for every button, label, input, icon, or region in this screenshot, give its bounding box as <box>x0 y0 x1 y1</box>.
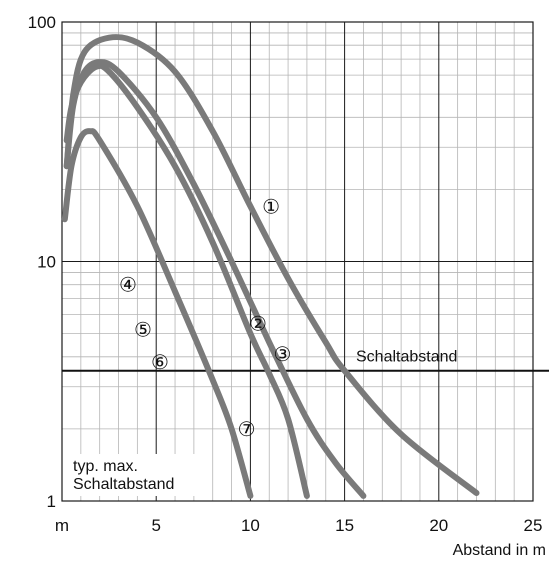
labels: 1 10 100 m 5 10 15 20 25 Abstand in m Schaltabstan… <box>28 13 546 559</box>
series-line-4 <box>61 128 254 499</box>
plot-frame <box>61 21 534 502</box>
x-unit-label: m <box>55 516 69 535</box>
y-tick-label: 100 <box>28 13 56 32</box>
x-tick-label: 20 <box>429 516 448 535</box>
x-axis-title: Abstand in m <box>453 542 546 559</box>
curve-marker-label: ③ <box>273 342 291 366</box>
x-tick-label: 15 <box>335 516 354 535</box>
curve-marker-label: ⑦ <box>238 417 256 441</box>
threshold-label: Schaltabstand <box>356 349 457 366</box>
note-line: Schaltabstand <box>73 476 174 493</box>
series-line-2 <box>63 59 367 499</box>
major-grid <box>61 21 534 502</box>
curve-marker-label: ④ <box>119 273 137 297</box>
note-background <box>66 454 208 496</box>
x-tick-label: 5 <box>151 516 160 535</box>
y-tick-label: 1 <box>47 492 56 511</box>
series-lines <box>61 34 480 499</box>
x-tick-label: 25 <box>524 516 543 535</box>
curve-marker-label: ⑤ <box>134 318 152 342</box>
curve-marker-label: ⑥ <box>151 350 169 374</box>
curve-marker-label: ② <box>249 312 267 336</box>
series-line-1 <box>63 34 480 496</box>
curve-marker-label: ① <box>262 194 280 218</box>
series-line-3 <box>63 62 310 499</box>
x-tick-label: 10 <box>241 516 260 535</box>
y-tick-label: 10 <box>37 253 56 272</box>
note-line: typ. max. <box>73 458 138 475</box>
